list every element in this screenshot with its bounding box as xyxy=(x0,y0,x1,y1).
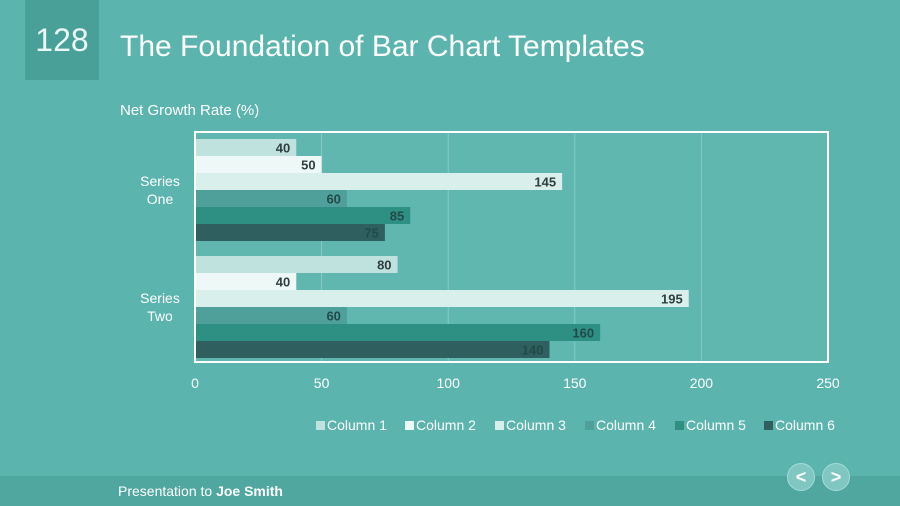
footer-bar: Presentation to Joe Smith xyxy=(0,476,900,506)
bar-value-label: 145 xyxy=(534,175,556,190)
slide-title: The Foundation of Bar Chart Templates xyxy=(120,30,645,63)
legend-label: Column 1 xyxy=(327,417,387,433)
next-slide-button[interactable]: > xyxy=(822,463,850,491)
bar-value-label: 50 xyxy=(301,158,315,173)
plot-frame xyxy=(194,131,829,363)
presenter-name: Joe Smith xyxy=(216,483,283,499)
chart-title: Net Growth Rate (%) xyxy=(120,102,260,119)
bar xyxy=(195,156,322,173)
bar xyxy=(195,341,550,358)
x-tick-label: 100 xyxy=(437,375,461,391)
category-label: One xyxy=(147,191,174,207)
legend-swatch xyxy=(585,421,594,430)
bar xyxy=(195,324,601,341)
bar xyxy=(195,190,347,207)
legend-swatch xyxy=(675,421,684,430)
footer-text: Presentation to Joe Smith xyxy=(118,483,283,499)
category-label: Series xyxy=(140,173,180,189)
bar xyxy=(195,256,398,273)
x-tick-label: 0 xyxy=(191,375,199,391)
bar-value-label: 40 xyxy=(276,275,290,290)
bar-value-label: 160 xyxy=(572,326,594,341)
bar xyxy=(195,307,347,324)
bar xyxy=(195,139,297,156)
bar xyxy=(195,224,385,241)
bar xyxy=(195,173,563,190)
bar-value-label: 195 xyxy=(661,292,683,307)
bar xyxy=(195,290,689,307)
bar-value-label: 80 xyxy=(377,258,391,273)
category-label: Series xyxy=(140,290,180,306)
legend-swatch xyxy=(316,421,325,430)
slide-number: 128 xyxy=(25,0,99,80)
legend-swatch xyxy=(405,421,414,430)
bar-value-label: 60 xyxy=(326,309,340,324)
chart-legend: Column 1 Column 2 Column 3 Column 4 Column 5… xyxy=(316,417,835,433)
x-tick-label: 200 xyxy=(690,375,714,391)
footer-prefix: Presentation to xyxy=(118,483,217,499)
bar-value-label: 85 xyxy=(390,209,404,224)
previous-slide-button[interactable]: < xyxy=(787,463,815,491)
chart-labels: 0 50 100 150 200 250 40 50 145 60 85 75 80 40 195 60 160… xyxy=(140,141,840,392)
legend-label: Column 2 xyxy=(416,417,476,433)
legend-swatch xyxy=(495,421,504,430)
x-tick-label: 150 xyxy=(563,375,587,391)
legend-label: Column 3 xyxy=(506,417,566,433)
legend-label: Column 5 xyxy=(686,417,746,433)
bar-chart: 0 50 100 150 200 250 40 50 145 60 85 75 80 40 195 60 160… xyxy=(140,131,840,433)
bar-value-label: 60 xyxy=(326,192,340,207)
legend-swatch xyxy=(764,421,773,430)
bar-value-label: 140 xyxy=(522,343,544,358)
chart-bars xyxy=(195,139,689,358)
legend-label: Column 4 xyxy=(596,417,656,433)
bar-value-label: 75 xyxy=(364,226,378,241)
legend-label: Column 6 xyxy=(775,417,835,433)
category-label: Two xyxy=(147,308,173,324)
x-tick-label: 250 xyxy=(816,375,840,391)
bar-value-label: 40 xyxy=(276,141,290,156)
bar xyxy=(195,207,411,224)
bar xyxy=(195,273,297,290)
x-tick-label: 50 xyxy=(314,375,330,391)
